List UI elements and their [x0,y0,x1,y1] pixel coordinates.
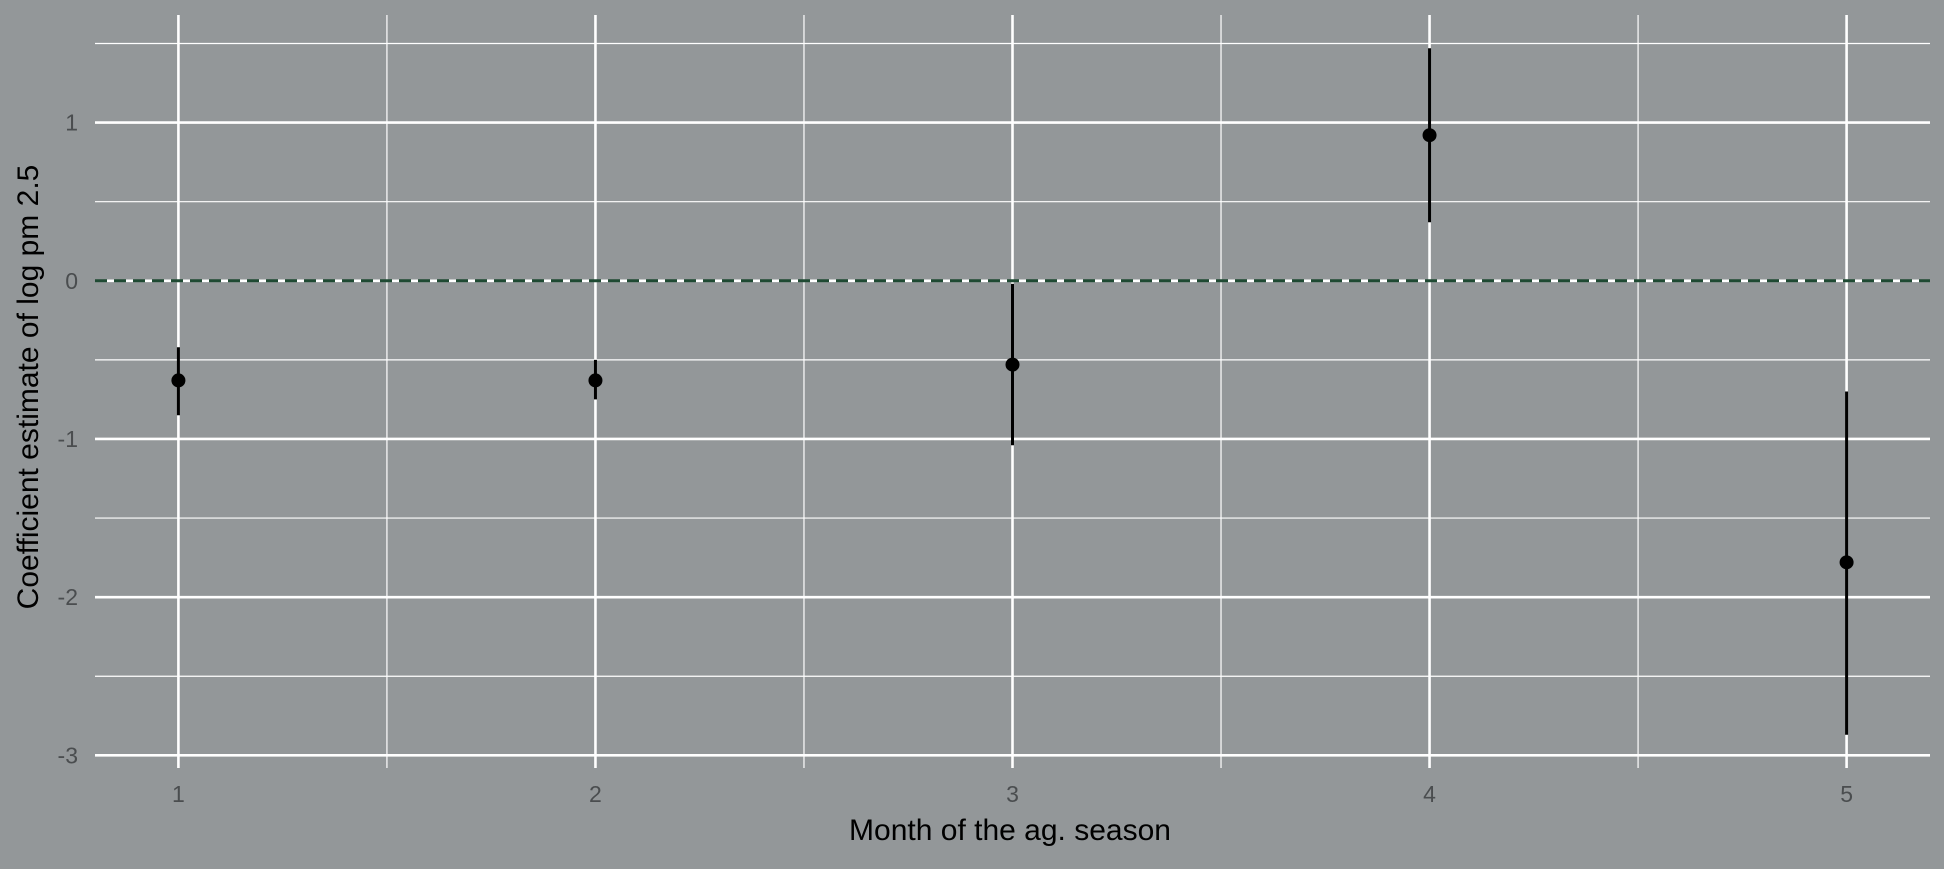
data-point [1422,128,1437,143]
data-points [171,128,1854,570]
data-point [1839,555,1854,570]
y-axis-title: Coefficient estimate of log pm 2.5 [12,165,45,610]
x-tick-label: 4 [1423,781,1436,807]
y-tick-label: -3 [58,742,78,768]
data-point [1005,357,1020,372]
y-tick-label: 1 [65,110,78,136]
y-tick-label: -2 [58,584,78,610]
data-point [171,373,186,388]
x-axis-ticks: 1 2 3 4 5 [172,781,1853,807]
y-axis-ticks: -3 -2 -1 0 1 [58,110,78,769]
data-point [588,373,603,388]
x-tick-label: 5 [1840,781,1853,807]
x-tick-label: 2 [589,781,602,807]
x-tick-label: 3 [1006,781,1019,807]
x-tick-label: 1 [172,781,185,807]
x-axis-title: Month of the ag. season [849,814,1171,847]
y-tick-label: -1 [58,426,78,452]
y-tick-label: 0 [65,268,78,294]
